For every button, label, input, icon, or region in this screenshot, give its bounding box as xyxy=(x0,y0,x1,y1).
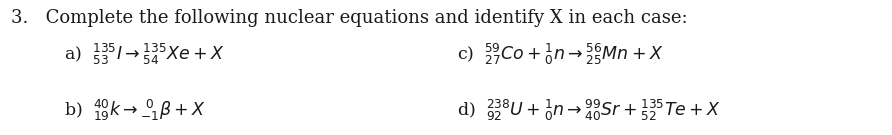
Text: d)  ${}^{238}_{92}U +{}^{1}_{0}n \rightarrow {}^{99}_{40}Sr + {}^{135}_{52}Te + : d) ${}^{238}_{92}U +{}^{1}_{0}n \rightar… xyxy=(457,98,721,123)
Text: a)  ${}^{135}_{53}I \rightarrow {}^{135}_{54}Xe + X$: a) ${}^{135}_{53}I \rightarrow {}^{135}_… xyxy=(64,41,225,67)
Text: c)  ${}^{59}_{27}Co +{}^{1}_{0}n \rightarrow {}^{56}_{25}Mn + X$: c) ${}^{59}_{27}Co +{}^{1}_{0}n \rightar… xyxy=(457,41,663,67)
Text: 3.   Complete the following nuclear equations and identify X in each case:: 3. Complete the following nuclear equati… xyxy=(11,9,688,27)
Text: b)  ${}^{40}_{19}k \rightarrow {}^{\;\,0}_{-1}\beta + X$: b) ${}^{40}_{19}k \rightarrow {}^{\;\,0}… xyxy=(64,98,206,123)
